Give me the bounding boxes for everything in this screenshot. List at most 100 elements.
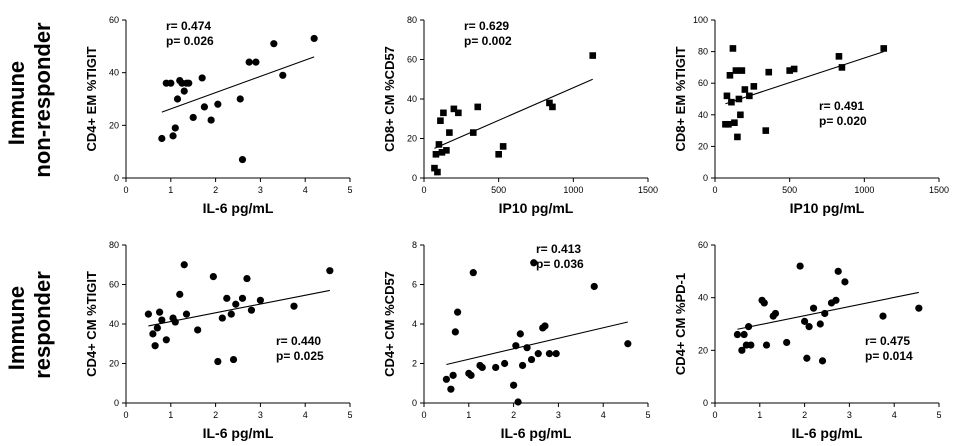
data-point xyxy=(454,308,462,316)
data-point xyxy=(455,109,462,117)
y-tick-label: 0 xyxy=(114,173,119,183)
data-point xyxy=(624,340,632,348)
x-axis-label: IP10 pg/mL xyxy=(499,200,574,216)
data-point xyxy=(443,147,450,154)
data-point xyxy=(474,103,482,111)
data-point xyxy=(245,58,253,66)
x-tick-label: 2 xyxy=(213,410,218,420)
x-tick-label: 3 xyxy=(258,410,263,420)
y-axis-label: CD4+ CM %PD-1 xyxy=(673,273,688,375)
data-point xyxy=(149,330,157,338)
chart-panel-5: 0 1 2 3 4 5 0 2 4 6 8 IL-6 pg/mL CD4+ CM %CD57 r= 0.4… xyxy=(382,240,651,441)
data-point xyxy=(214,100,222,108)
y-tick-label: 8 xyxy=(412,240,417,250)
data-point xyxy=(816,320,824,328)
data-point xyxy=(180,261,188,269)
data-point xyxy=(447,385,455,393)
y-tick-label: 40 xyxy=(109,68,119,78)
p-value: p= 0.020 xyxy=(819,114,867,128)
data-point xyxy=(729,45,737,52)
x-tick-label: 2 xyxy=(511,410,516,420)
data-point xyxy=(915,304,923,312)
data-point xyxy=(516,330,524,338)
x-tick-label: 1 xyxy=(168,410,173,420)
data-point xyxy=(279,71,287,79)
x-tick-label: 1 xyxy=(168,185,173,195)
x-tick-label: 3 xyxy=(847,410,852,420)
data-point xyxy=(169,132,177,140)
x-tick-label: 4 xyxy=(892,410,897,420)
data-point xyxy=(180,87,188,95)
data-point xyxy=(760,299,768,307)
data-point xyxy=(171,318,179,326)
p-value: p= 0.026 xyxy=(166,34,214,48)
data-point xyxy=(737,111,744,119)
data-point xyxy=(144,310,152,318)
data-point xyxy=(805,323,813,331)
data-point xyxy=(732,67,740,74)
y-tick-label: 60 xyxy=(698,240,708,250)
data-point xyxy=(438,149,446,156)
y-tick-label: 0 xyxy=(412,173,417,183)
data-point xyxy=(440,109,447,117)
y-tick-label: 20 xyxy=(109,120,119,130)
data-point xyxy=(733,330,742,339)
data-point xyxy=(549,103,556,111)
data-point xyxy=(189,113,197,122)
r-value: r= 0.413 xyxy=(536,242,581,256)
data-point xyxy=(738,346,746,354)
data-point xyxy=(747,341,755,349)
data-point xyxy=(880,45,888,52)
data-point xyxy=(879,312,887,320)
chart-panel-4: 0 1 2 3 4 5 0 20 40 60 80 IL-6 pg/mL CD4+ CM %TIGIT r… xyxy=(84,240,353,441)
x-tick-label: 1000 xyxy=(854,185,874,195)
data-point xyxy=(238,294,247,302)
x-axis-label: IL-6 pg/mL xyxy=(501,425,572,441)
y-tick-label: 20 xyxy=(698,345,708,355)
data-point xyxy=(434,168,441,176)
y-axis-label: CD8+ EM %TIGIT xyxy=(673,46,688,151)
r-value: r= 0.629 xyxy=(464,19,509,33)
data-point xyxy=(750,83,758,90)
x-tick-label: 1500 xyxy=(929,185,949,195)
data-point xyxy=(218,314,226,322)
chart-panel-1: 0 1 2 3 4 5 0 20 40 60 IL-6 pg/mL CD4+ EM %TIGIT r= … xyxy=(84,15,353,216)
y-axis-label: CD4+ CM %CD57 xyxy=(382,271,397,377)
data-point xyxy=(435,141,443,148)
data-point xyxy=(158,316,166,324)
x-tick-label: 0 xyxy=(123,185,128,195)
y-axis-label: CD8+ CM %CD57 xyxy=(382,46,397,152)
y-tick-label: 2 xyxy=(412,359,417,369)
r-value: r= 0.474 xyxy=(166,19,211,33)
data-point xyxy=(728,98,735,106)
y-tick-label: 80 xyxy=(698,47,708,57)
data-point xyxy=(182,310,191,318)
data-point xyxy=(256,296,264,304)
data-point xyxy=(745,323,753,331)
x-tick-label: 5 xyxy=(936,410,941,420)
data-point xyxy=(809,304,818,312)
data-point xyxy=(818,357,827,365)
data-point xyxy=(185,79,193,87)
data-point xyxy=(223,294,231,302)
data-point xyxy=(821,309,829,318)
x-tick-label: 5 xyxy=(347,410,352,420)
x-tick-label: 0 xyxy=(421,185,426,195)
x-tick-label: 0 xyxy=(712,185,717,195)
data-point xyxy=(832,296,840,304)
data-point xyxy=(449,371,457,379)
data-point xyxy=(835,53,843,60)
data-point xyxy=(803,354,811,362)
data-point xyxy=(492,363,500,372)
x-tick-label: 3 xyxy=(258,185,263,195)
x-axis-label: IL-6 pg/mL xyxy=(203,425,274,441)
data-point xyxy=(786,67,793,74)
data-point xyxy=(527,355,536,364)
x-tick-label: 1000 xyxy=(563,185,583,195)
data-point xyxy=(723,92,731,100)
x-tick-label: 1 xyxy=(757,410,762,420)
x-axis-label: IL-6 pg/mL xyxy=(792,425,863,441)
data-point xyxy=(156,308,164,316)
y-tick-label: 60 xyxy=(109,15,119,25)
data-point xyxy=(232,300,240,308)
